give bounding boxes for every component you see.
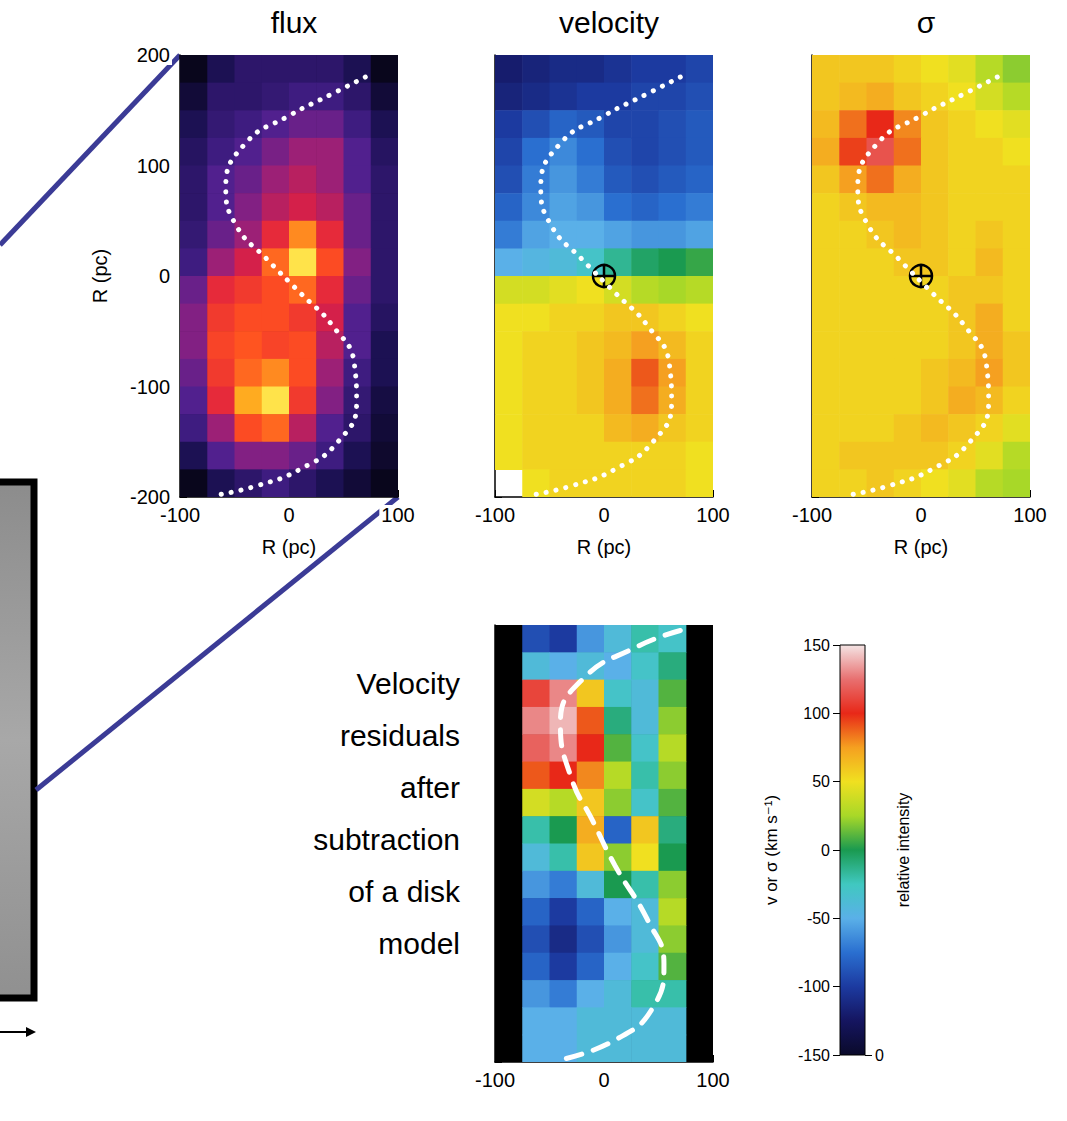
svg-text:σ: σ [917, 6, 936, 39]
svg-text:R (pc): R (pc) [89, 249, 111, 303]
svg-text:subtraction: subtraction [313, 823, 460, 856]
svg-text:-100: -100 [798, 978, 830, 995]
svg-text:-100: -100 [130, 376, 170, 398]
svg-text:-100: -100 [792, 504, 832, 526]
svg-text:100: 100 [1013, 504, 1046, 526]
svg-text:Velocity: Velocity [357, 667, 460, 700]
svg-text:R (pc): R (pc) [894, 536, 948, 558]
svg-text:-150: -150 [798, 1047, 830, 1064]
svg-text:model: model [378, 927, 460, 960]
svg-text:-200: -200 [130, 486, 170, 508]
svg-text:residuals: residuals [340, 719, 460, 752]
svg-text:relative intensity: relative intensity [895, 793, 912, 908]
svg-text:0: 0 [875, 1047, 884, 1064]
svg-text:100: 100 [803, 705, 830, 722]
svg-text:100: 100 [381, 504, 414, 526]
svg-text:0: 0 [283, 504, 294, 526]
svg-text:100: 100 [696, 504, 729, 526]
svg-text:150: 150 [803, 637, 830, 654]
svg-text:-100: -100 [160, 504, 200, 526]
svg-text:0: 0 [598, 1069, 609, 1091]
svg-text:0: 0 [821, 842, 830, 859]
svg-text:R (pc): R (pc) [577, 536, 631, 558]
svg-text:50: 50 [812, 773, 830, 790]
svg-text:0: 0 [915, 504, 926, 526]
svg-text:flux: flux [271, 6, 318, 39]
svg-text:0: 0 [159, 265, 170, 287]
svg-text:-50: -50 [807, 910, 830, 927]
svg-text:of a disk: of a disk [348, 875, 461, 908]
svg-text:200: 200 [137, 44, 170, 66]
svg-text:velocity: velocity [559, 6, 659, 39]
svg-text:v or σ (km s⁻¹): v or σ (km s⁻¹) [762, 795, 781, 905]
svg-text:100: 100 [137, 155, 170, 177]
svg-text:-100: -100 [475, 504, 515, 526]
svg-text:100: 100 [696, 1069, 729, 1091]
svg-text:after: after [400, 771, 460, 804]
svg-text:-100: -100 [475, 1069, 515, 1091]
svg-text:0: 0 [598, 504, 609, 526]
svg-text:R (pc): R (pc) [262, 536, 316, 558]
